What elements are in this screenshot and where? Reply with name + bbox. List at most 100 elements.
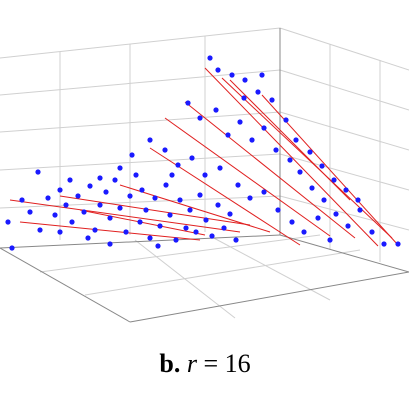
point (112, 177, 118, 183)
point (85, 235, 91, 241)
point (63, 202, 69, 208)
point (147, 235, 153, 241)
fit-line (221, 77, 393, 239)
point (103, 189, 109, 195)
point (331, 177, 337, 183)
point (381, 241, 387, 247)
point (203, 217, 209, 223)
point (35, 169, 41, 175)
fit-line (229, 79, 351, 201)
point (133, 172, 139, 178)
point (107, 215, 113, 221)
point (287, 157, 293, 163)
point (183, 225, 189, 231)
point (173, 237, 179, 243)
caption: b. r = 16 (159, 349, 250, 378)
point (215, 67, 221, 73)
point (155, 243, 161, 249)
point (221, 225, 227, 231)
point (215, 202, 221, 208)
point (5, 219, 11, 225)
point (301, 229, 307, 235)
point (117, 205, 123, 211)
point (137, 219, 143, 225)
point (269, 97, 275, 103)
axes-box (0, 28, 409, 323)
point (273, 147, 279, 153)
point (52, 212, 58, 218)
point (37, 227, 43, 233)
point (187, 207, 193, 213)
point (57, 229, 63, 235)
point (177, 197, 183, 203)
point (97, 202, 103, 208)
point (127, 193, 133, 199)
point (249, 137, 255, 143)
point (202, 172, 208, 178)
point (157, 223, 163, 229)
point (152, 195, 158, 201)
point (261, 125, 267, 131)
point (67, 177, 73, 183)
point (75, 193, 81, 199)
point (207, 55, 213, 61)
point (319, 163, 325, 169)
point (333, 211, 339, 217)
point (225, 132, 231, 138)
point (175, 162, 181, 168)
point (242, 77, 248, 83)
point (233, 237, 239, 243)
fit-line (9, 199, 241, 233)
point (19, 197, 25, 203)
point (283, 117, 289, 123)
point (309, 185, 315, 191)
point (147, 137, 153, 143)
point (189, 155, 195, 161)
point (327, 237, 333, 243)
point (345, 223, 351, 229)
point (235, 182, 241, 188)
point (45, 195, 51, 201)
point (167, 212, 173, 218)
point (97, 175, 103, 181)
point (293, 137, 299, 143)
point (27, 209, 33, 215)
point (162, 147, 168, 153)
point (275, 207, 281, 213)
point (357, 207, 363, 213)
point (9, 245, 15, 251)
point (227, 211, 233, 217)
caption-variable: r (187, 349, 198, 378)
point (307, 149, 313, 155)
point (169, 172, 175, 178)
point (297, 169, 303, 175)
point (343, 187, 349, 193)
point (209, 233, 215, 239)
fit-line (59, 195, 251, 226)
point (247, 195, 253, 201)
fit-line (164, 117, 331, 237)
point (395, 241, 401, 247)
point (139, 187, 145, 193)
point (117, 165, 123, 171)
point (143, 207, 149, 213)
point (107, 241, 113, 247)
point (92, 227, 98, 233)
caption-rest: = 16 (203, 349, 250, 378)
point (69, 219, 75, 225)
point (213, 107, 219, 113)
fit-line (149, 147, 301, 246)
point (217, 165, 223, 171)
point (185, 100, 191, 106)
point (321, 197, 327, 203)
point (261, 189, 267, 195)
caption-label: b. (159, 349, 180, 378)
point (241, 95, 247, 101)
point (197, 115, 203, 121)
point (81, 209, 87, 215)
point (163, 182, 169, 188)
point (197, 192, 203, 198)
fit-line (19, 221, 201, 241)
